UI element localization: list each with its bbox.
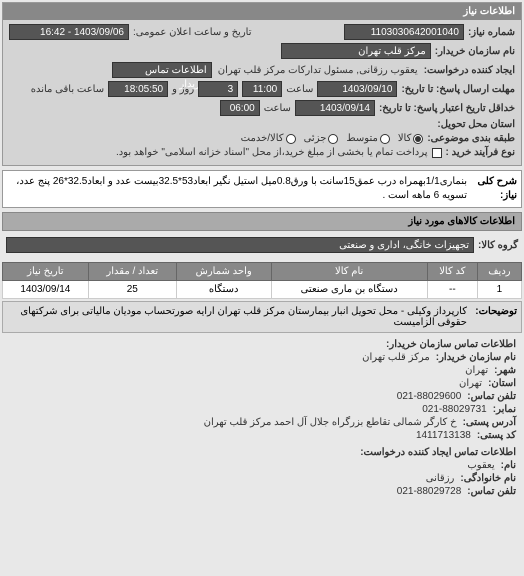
buyer-contact-field[interactable]: اطلاعات تماس خریدار	[112, 62, 212, 78]
radio-medium-label: متوسط	[346, 133, 377, 144]
credit-deadline-date: 1403/09/14	[295, 100, 375, 116]
remaining-time-label: ساعت باقی مانده	[31, 84, 104, 95]
requester-contact-header: اطلاعات تماس ایجاد کننده درخواست:	[360, 447, 516, 458]
payment-method-text: پرداخت تمام یا بخشی از مبلغ خرید،از محل …	[116, 147, 428, 158]
cell-row: 1	[477, 281, 521, 299]
city-value: تهران	[463, 365, 490, 376]
org-name-value: مرکز قلب تهران	[360, 352, 432, 363]
th-qty: تعداد / مقدار	[88, 263, 176, 281]
remaining-time: 18:05:50	[108, 81, 168, 97]
table-row: 1 -- دستگاه بن ماری صنعتی دستگاه 25 1403…	[3, 281, 522, 299]
th-row: ردیف	[477, 263, 521, 281]
req-name-value: یعقوب	[465, 460, 496, 471]
cell-qty: 25	[88, 281, 176, 299]
at-time-label-1: ساعت	[286, 84, 313, 95]
radio-goods[interactable]	[413, 134, 423, 144]
goods-group-label: گروه کالا:	[478, 240, 518, 251]
th-date: تاریخ نیاز	[3, 263, 89, 281]
cell-unit: دستگاه	[176, 281, 271, 299]
remaining-days-label: روز و	[172, 84, 194, 95]
radio-service-label: کالا/خدمت	[241, 133, 284, 144]
cell-name: دستگاه بن ماری صنعتی	[271, 281, 427, 299]
radio-partial[interactable]	[328, 134, 338, 144]
announce-date-label: تاریخ و ساعت اعلان عمومی:	[133, 27, 252, 38]
panel-header: اطلاعات نیاز	[3, 3, 521, 20]
request-number-field: 1103030642001040	[344, 24, 464, 40]
requester-value: یعقوب رزقانی, مسئول تدارکات مرکز قلب تهر…	[216, 65, 420, 76]
th-unit: واحد شمارش	[176, 263, 271, 281]
th-code: کد کالا	[427, 263, 477, 281]
requester-label: ایجاد کننده درخواست:	[424, 65, 515, 76]
budget-radio-group: کالا متوسط جزئی کالا/خدمت	[241, 133, 424, 144]
fax-label: نمابر:	[493, 404, 516, 415]
postal-value: 1411713138	[414, 430, 473, 441]
notes-box: توضیحات: کارپرداز وکیلی - محل تحویل انبا…	[2, 301, 522, 333]
deadline-send-label: مهلت ارسال پاسخ: تا تاریخ:	[401, 84, 515, 95]
deadline-send-time: 11:00	[242, 81, 282, 97]
radio-goods-label: کالا	[398, 133, 412, 144]
req-phone-label: تلفن تماس:	[467, 486, 516, 497]
radio-partial-label: جزئی	[304, 133, 327, 144]
goods-group-field: تجهیزات خانگی، اداری و صنعتی	[6, 237, 474, 253]
notes-text: کارپرداز وکیلی - محل تحویل انبار بیمارست…	[7, 306, 467, 328]
deadline-send-date: 1403/09/10	[317, 81, 397, 97]
description-text: بنماری1/1بهمراه درب عمق15سانت با ورق0.8م…	[7, 175, 467, 203]
req-name-label: نام:	[501, 460, 516, 471]
credit-deadline-time: 06:00	[220, 100, 260, 116]
credit-deadline-label: خداقل تاریخ اعتبار پاسخ: تا تاریخ:	[379, 103, 515, 114]
phone-value: 021-88029600	[395, 391, 464, 402]
budget-label: طبقه بندی موضوعی:	[427, 133, 515, 144]
req-phone-value: 021-88029728	[395, 486, 464, 497]
remaining-days: 3	[198, 81, 238, 97]
goods-table: ردیف کد کالا نام کالا واحد شمارش تعداد /…	[2, 262, 522, 299]
description-box: شرح کلی نیاز: بنماری1/1بهمراه درب عمق15س…	[2, 170, 522, 208]
req-family-label: نام خانوادگی:	[460, 473, 516, 484]
notes-label: توضیحات:	[467, 306, 517, 328]
goods-section-title: اطلاعات کالاهای مورد نیاز	[2, 212, 522, 231]
fax-value: 021-88029731	[420, 404, 489, 415]
payment-checkbox[interactable]	[432, 148, 442, 158]
buyer-name-label: نام سازمان خریدار:	[435, 46, 515, 57]
address-value: خ کارگر شمالی تقاطع بزرگراه جلال آل احمد…	[202, 417, 459, 428]
address-label: آدرس پستی:	[463, 417, 516, 428]
org-contact-header: اطلاعات تماس سازمان خریدار:	[386, 339, 516, 350]
province-label: استان:	[488, 378, 516, 389]
req-family-value: رزقانی	[424, 473, 457, 484]
province-value: تهران	[457, 378, 484, 389]
phone-label: تلفن تماس:	[467, 391, 516, 402]
description-label: شرح کلی نیاز:	[467, 175, 517, 203]
cell-date: 1403/09/14	[3, 281, 89, 299]
radio-medium[interactable]	[380, 134, 390, 144]
announce-date-field: 1403/09/06 - 16:42	[9, 24, 129, 40]
radio-service[interactable]	[286, 134, 296, 144]
request-number-label: شماره نیاز:	[468, 27, 515, 38]
purchase-type-label: نوع فرآیند خرید :	[446, 147, 515, 158]
at-time-label-2: ساعت	[264, 103, 291, 114]
org-name-label: نام سازمان خریدار:	[436, 352, 516, 363]
delivery-province-label: استان محل تحویل:	[437, 119, 515, 130]
buyer-name-field: مرکز قلب تهران	[281, 43, 431, 59]
city-label: شهر:	[494, 365, 516, 376]
th-name: نام کالا	[271, 263, 427, 281]
postal-label: کد پستی:	[477, 430, 516, 441]
cell-code: --	[427, 281, 477, 299]
